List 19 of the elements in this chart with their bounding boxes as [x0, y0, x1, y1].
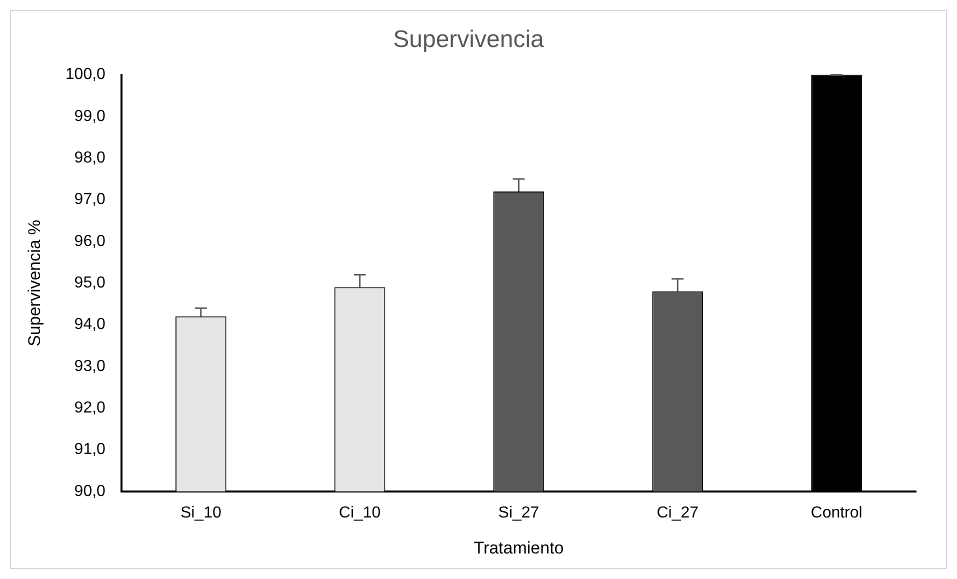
y-tick-label: 99,0 — [74, 108, 106, 125]
x-tick-label: Si_10 — [180, 504, 222, 522]
y-tick-label: 91,0 — [74, 441, 106, 458]
y-tick-label: 93,0 — [74, 358, 106, 375]
x-tick-label: Control — [810, 504, 862, 522]
y-tick-label: 96,0 — [74, 232, 106, 250]
x-tick-label: Ci_27 — [656, 504, 699, 522]
y-tick-label: 95,0 — [74, 274, 106, 292]
y-tick-label: 90,0 — [74, 482, 106, 500]
x-tick-label: Si_27 — [498, 504, 540, 522]
y-axis-title: Supervivencia % — [24, 220, 44, 346]
x-axis-title: Tratamiento — [474, 538, 564, 558]
x-tick-label: Ci_10 — [338, 504, 381, 522]
chart-title: Supervivencia — [393, 26, 545, 54]
y-tick-label: 92,0 — [74, 399, 106, 416]
y-tick-label: 97,0 — [74, 191, 106, 208]
y-tick-label: 98,0 — [74, 150, 106, 167]
y-tick-label: 100,0 — [65, 66, 106, 84]
y-tick-label: 94,0 — [74, 316, 106, 334]
